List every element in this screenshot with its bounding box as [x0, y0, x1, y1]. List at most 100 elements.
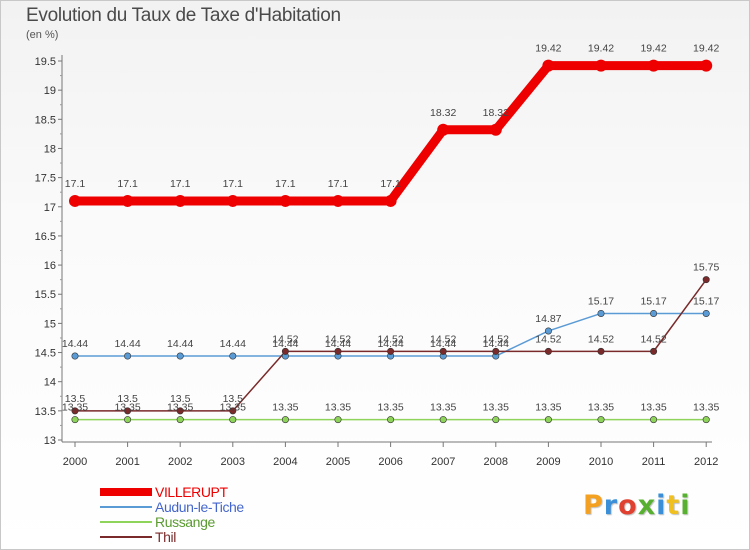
data-point	[124, 416, 132, 424]
data-point	[332, 194, 344, 207]
data-point	[544, 327, 552, 335]
data-point	[595, 59, 607, 72]
legend-label: Thil	[155, 528, 176, 545]
data-label: 19.42	[588, 43, 614, 55]
x-tick-label: 2001	[115, 456, 139, 468]
legend-label: Audun-le-Tiche	[155, 498, 244, 515]
x-tick-label: 2011	[642, 456, 666, 468]
data-point	[384, 194, 397, 207]
data-point	[489, 123, 502, 136]
data-point	[650, 416, 658, 424]
data-label: 19.42	[640, 43, 666, 55]
data-label: 19.42	[535, 43, 561, 55]
data-label: 18.32	[483, 107, 509, 119]
y-tick-label: 15	[44, 318, 56, 330]
data-label: 14.44	[325, 338, 351, 350]
data-point	[71, 352, 79, 360]
y-tick-label: 18	[44, 143, 56, 155]
data-point	[650, 347, 658, 355]
data-point	[387, 347, 395, 355]
data-label: 17.1	[170, 178, 191, 190]
data-label: 13.35	[325, 402, 351, 414]
data-label: 14.44	[430, 338, 456, 350]
data-label: 15.17	[588, 295, 614, 307]
data-label: 17.1	[65, 178, 86, 190]
y-tick-label: 16.5	[35, 231, 56, 243]
y-tick-label: 13.5	[35, 406, 56, 418]
data-label: 17.1	[117, 178, 138, 190]
data-label: 14.44	[114, 338, 140, 350]
data-label: 17.1	[380, 178, 401, 190]
data-label: 17.1	[223, 178, 244, 190]
data-label: 18.32	[430, 107, 456, 119]
data-label: 13.35	[588, 402, 614, 414]
x-tick-label: 2008	[484, 456, 508, 468]
data-point	[334, 416, 342, 424]
data-label: 14.52	[325, 333, 351, 345]
data-label: 14.44	[167, 338, 193, 350]
legend-swatch	[100, 487, 152, 496]
x-tick-label: 2007	[431, 456, 455, 468]
x-tick-label: 2002	[168, 456, 192, 468]
data-label: 15.17	[693, 295, 719, 307]
data-label: 13.35	[377, 402, 403, 414]
data-point	[439, 347, 447, 355]
data-label: 13.5	[223, 393, 244, 405]
data-label: 13.5	[65, 393, 86, 405]
legend-item: Audun-le-Tiche	[100, 498, 244, 515]
data-label: 14.52	[640, 333, 666, 345]
data-label: 13.5	[117, 393, 138, 405]
data-point	[647, 59, 660, 72]
x-tick-label: 2012	[694, 456, 718, 468]
data-point	[281, 416, 289, 424]
data-label: 17.1	[328, 178, 349, 190]
data-point	[176, 407, 184, 415]
data-point	[597, 347, 605, 355]
x-tick-label: 2004	[273, 456, 297, 468]
data-label: 14.52	[588, 333, 614, 345]
data-label: 14.87	[535, 313, 561, 325]
data-label: 14.52	[430, 333, 456, 345]
y-tick-label: 15.5	[35, 289, 56, 301]
y-tick-label: 17.5	[35, 173, 56, 185]
data-label: 13.35	[535, 402, 561, 414]
data-point	[542, 59, 555, 72]
data-label: 15.75	[693, 262, 719, 274]
y-tick-label: 17	[44, 202, 56, 214]
legend-item: Thil	[100, 528, 244, 545]
y-tick-label: 18.5	[35, 114, 56, 126]
legend-swatch	[100, 535, 152, 538]
data-label: 17.1	[275, 178, 296, 190]
y-tick-label: 16	[44, 260, 56, 272]
chart-subtitle: (en %)	[26, 29, 59, 41]
data-label: 14.52	[483, 333, 509, 345]
data-point	[229, 416, 237, 424]
data-point	[702, 416, 710, 424]
data-point	[334, 347, 342, 355]
data-point	[597, 416, 605, 424]
data-point	[702, 309, 710, 317]
legend-label: VILLERUPT	[155, 483, 228, 500]
data-label: 14.44	[220, 338, 246, 350]
data-label: 14.44	[377, 338, 403, 350]
chart-title: Evolution du Taux de Taxe d'Habitation	[26, 5, 341, 26]
data-label: 14.52	[272, 333, 298, 345]
data-label: 13.35	[483, 402, 509, 414]
data-point	[702, 276, 710, 284]
x-tick-label: 2009	[536, 456, 560, 468]
data-point	[492, 347, 500, 355]
data-label: 13.35	[430, 402, 456, 414]
legend: VILLERUPT Audun-le-Tiche Russange Thil	[100, 483, 244, 545]
proxiti-logo: Proxiti	[583, 490, 691, 521]
data-point	[176, 352, 184, 360]
data-point	[387, 416, 395, 424]
x-tick-label: 2000	[63, 456, 87, 468]
y-tick-label: 14	[44, 377, 56, 389]
x-tick-label: 2005	[326, 456, 350, 468]
data-point	[174, 194, 187, 207]
data-point	[281, 347, 289, 355]
data-label: 15.17	[640, 295, 666, 307]
data-point	[650, 309, 658, 317]
data-point	[71, 416, 79, 424]
